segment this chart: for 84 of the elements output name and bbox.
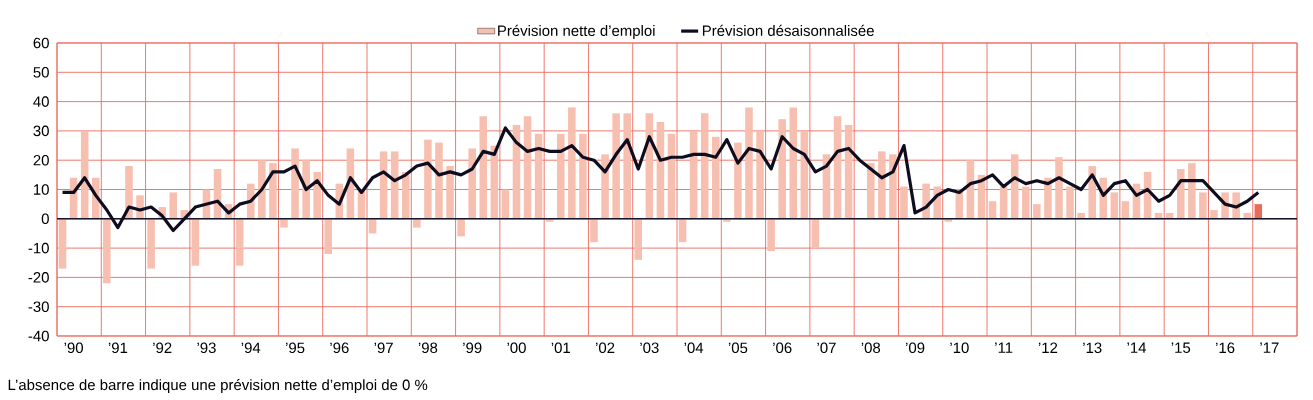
bar xyxy=(1121,201,1130,219)
x-tick-label: ’01 xyxy=(551,342,570,354)
text: L’absence de barre indique une prévision nette d’emploi de 0 % xyxy=(8,379,428,394)
bar xyxy=(601,154,609,219)
legend-label: Prévision nette d’emploi xyxy=(498,24,655,39)
x-tick-label: ’96 xyxy=(330,342,349,354)
y-tick-label: 60 xyxy=(33,37,49,49)
bar xyxy=(756,130,764,219)
y-tick-label: -20 xyxy=(28,272,49,283)
x-tick-label: ’92 xyxy=(153,342,172,354)
x-tick-label: ’13 xyxy=(1083,342,1102,354)
bar xyxy=(1022,186,1030,219)
y-tick-label: 50 xyxy=(33,67,49,78)
bar xyxy=(1199,192,1207,219)
bar xyxy=(424,139,432,219)
bar xyxy=(235,218,244,266)
x-tick-label: ’06 xyxy=(773,342,792,354)
y-tick-label: -30 xyxy=(28,301,49,312)
x-tick-label: ’93 xyxy=(197,342,216,354)
bar xyxy=(878,151,886,219)
y-tick-label: 40 xyxy=(33,96,49,107)
x-tick-label: ’15 xyxy=(1171,342,1191,353)
x-tick-label: ’98 xyxy=(418,342,438,354)
x-tick-label: ’91 xyxy=(108,342,128,354)
x-tick-label: ’99 xyxy=(463,342,482,354)
y-tick-label: -40 xyxy=(28,330,49,342)
x-tick-label: ’16 xyxy=(1216,342,1235,354)
bar xyxy=(435,142,443,219)
x-tick-label: ’04 xyxy=(684,342,704,354)
y-tick-label: 20 xyxy=(33,154,49,166)
bar xyxy=(446,166,454,219)
x-tick-label: ’08 xyxy=(861,342,881,354)
bar xyxy=(889,154,897,219)
bar xyxy=(700,113,709,219)
bar xyxy=(988,201,997,219)
x-tick-label: ’90 xyxy=(64,342,83,354)
x-tick-label: ’14 xyxy=(1127,342,1147,353)
bar xyxy=(557,133,565,219)
x-tick-label: ’11 xyxy=(995,342,1013,353)
bar xyxy=(324,218,333,254)
bar xyxy=(867,163,875,219)
x-tick-label: ’10 xyxy=(950,342,969,354)
x-tick-label: ’02 xyxy=(596,342,615,354)
bar xyxy=(734,142,742,219)
y-tick-label: 30 xyxy=(33,125,49,137)
bar xyxy=(568,107,576,219)
bar xyxy=(623,113,631,219)
bar xyxy=(612,113,620,219)
bar xyxy=(767,218,775,252)
bar xyxy=(900,186,908,219)
legend-label: Prévision désaisonnalisée xyxy=(702,24,874,36)
bar xyxy=(778,119,786,219)
bar xyxy=(191,218,200,266)
bar xyxy=(501,189,510,219)
bar xyxy=(291,148,299,219)
x-tick-label: ’12 xyxy=(1038,342,1058,353)
bar xyxy=(103,218,111,284)
bar xyxy=(1110,192,1119,219)
x-tick-label: ’00 xyxy=(507,342,526,354)
x-tick-label: ’97 xyxy=(374,342,393,354)
x-tick-label: ’09 xyxy=(906,342,925,354)
bar xyxy=(634,218,643,260)
x-tick-label: ’94 xyxy=(241,342,261,354)
bar xyxy=(579,133,587,219)
x-tick-label: ’95 xyxy=(285,342,305,354)
bar xyxy=(1033,204,1041,219)
bar xyxy=(1055,157,1063,219)
x-tick-label: ’05 xyxy=(728,342,748,354)
bar xyxy=(712,136,720,219)
bar xyxy=(1066,186,1074,219)
x-tick-label: ’03 xyxy=(640,342,659,354)
bar xyxy=(147,218,155,269)
bar xyxy=(590,218,598,243)
bar xyxy=(745,107,753,219)
bar xyxy=(468,148,476,219)
bar xyxy=(58,218,67,269)
bar xyxy=(402,171,410,219)
y-tick-label: 10 xyxy=(34,184,49,195)
bar xyxy=(457,218,465,237)
y-tick-label: -10 xyxy=(28,242,49,254)
bar xyxy=(169,192,178,219)
y-tick-label: 0 xyxy=(41,213,49,225)
x-tick-label: ’07 xyxy=(817,342,836,354)
x-tick-label: ’17 xyxy=(1260,342,1279,353)
